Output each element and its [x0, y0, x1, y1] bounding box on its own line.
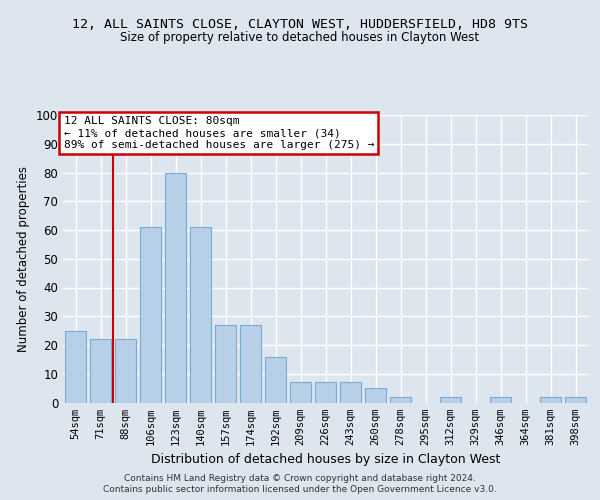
Bar [490, 397, 511, 402]
Bar [165, 172, 186, 402]
Bar [390, 397, 411, 402]
Y-axis label: Number of detached properties: Number of detached properties [17, 166, 31, 352]
Bar [565, 397, 586, 402]
Text: Contains public sector information licensed under the Open Government Licence v3: Contains public sector information licen… [103, 485, 497, 494]
Bar [140, 227, 161, 402]
X-axis label: Distribution of detached houses by size in Clayton West: Distribution of detached houses by size … [151, 453, 500, 466]
Text: Size of property relative to detached houses in Clayton West: Size of property relative to detached ho… [121, 31, 479, 44]
Bar [290, 382, 311, 402]
Bar [65, 330, 86, 402]
Bar [215, 325, 236, 402]
Bar [190, 227, 211, 402]
Bar [365, 388, 386, 402]
Text: 12 ALL SAINTS CLOSE: 80sqm
← 11% of detached houses are smaller (34)
89% of semi: 12 ALL SAINTS CLOSE: 80sqm ← 11% of deta… [64, 116, 374, 150]
Bar [240, 325, 261, 402]
Bar [265, 356, 286, 403]
Bar [315, 382, 336, 402]
Bar [540, 397, 561, 402]
Bar [115, 339, 136, 402]
Text: 12, ALL SAINTS CLOSE, CLAYTON WEST, HUDDERSFIELD, HD8 9TS: 12, ALL SAINTS CLOSE, CLAYTON WEST, HUDD… [72, 18, 528, 30]
Bar [440, 397, 461, 402]
Text: Contains HM Land Registry data © Crown copyright and database right 2024.: Contains HM Land Registry data © Crown c… [124, 474, 476, 483]
Bar [90, 339, 111, 402]
Bar [340, 382, 361, 402]
